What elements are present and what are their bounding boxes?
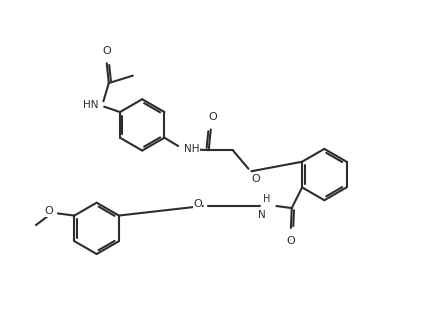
Text: O: O: [287, 236, 295, 246]
Text: O: O: [44, 206, 53, 216]
Text: NH: NH: [184, 144, 200, 154]
Text: H: H: [263, 194, 271, 204]
Text: O: O: [102, 46, 111, 56]
Text: O: O: [193, 198, 202, 209]
Text: O: O: [252, 174, 261, 184]
Text: HN: HN: [83, 100, 99, 110]
Text: O: O: [208, 112, 217, 122]
Text: N: N: [258, 210, 266, 220]
